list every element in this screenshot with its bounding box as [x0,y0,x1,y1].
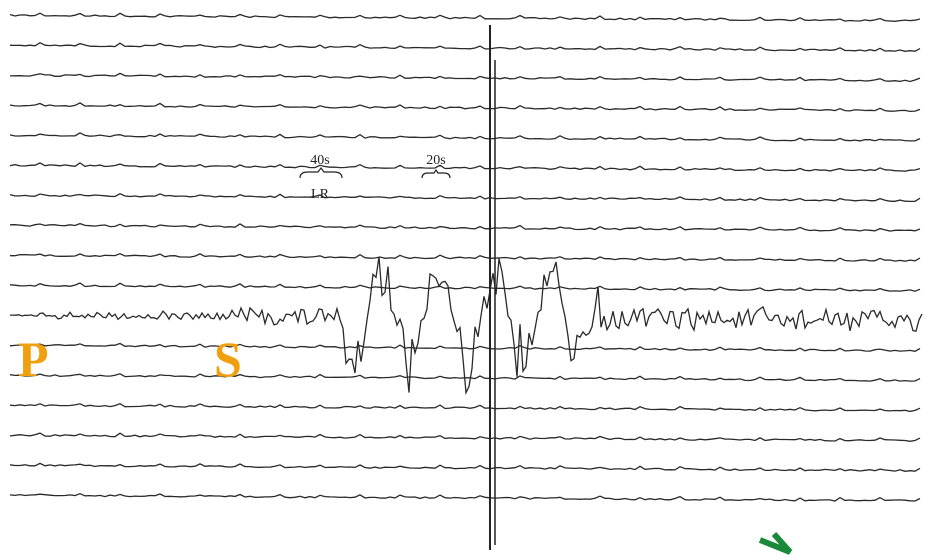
trace [9,373,921,382]
s-label: S [214,331,242,387]
trace [9,493,921,502]
trace [9,222,921,232]
trace [10,256,923,396]
trace [9,72,921,83]
trace [9,342,921,352]
period-label: 20s [426,153,445,168]
trace [9,162,921,172]
trace [9,432,921,442]
brace [421,168,451,179]
wave-label: LR [311,187,330,202]
trace [9,402,921,413]
traces [9,12,923,502]
trace [9,462,921,472]
trace [10,252,921,262]
trace [9,192,921,203]
trace [9,41,921,52]
period-label: 40s [310,153,329,168]
brace [299,167,343,179]
p-label: P [18,331,49,387]
arrow [758,532,793,555]
trace [9,12,921,22]
trace [9,102,921,113]
trace [9,132,921,142]
trace [9,282,921,292]
